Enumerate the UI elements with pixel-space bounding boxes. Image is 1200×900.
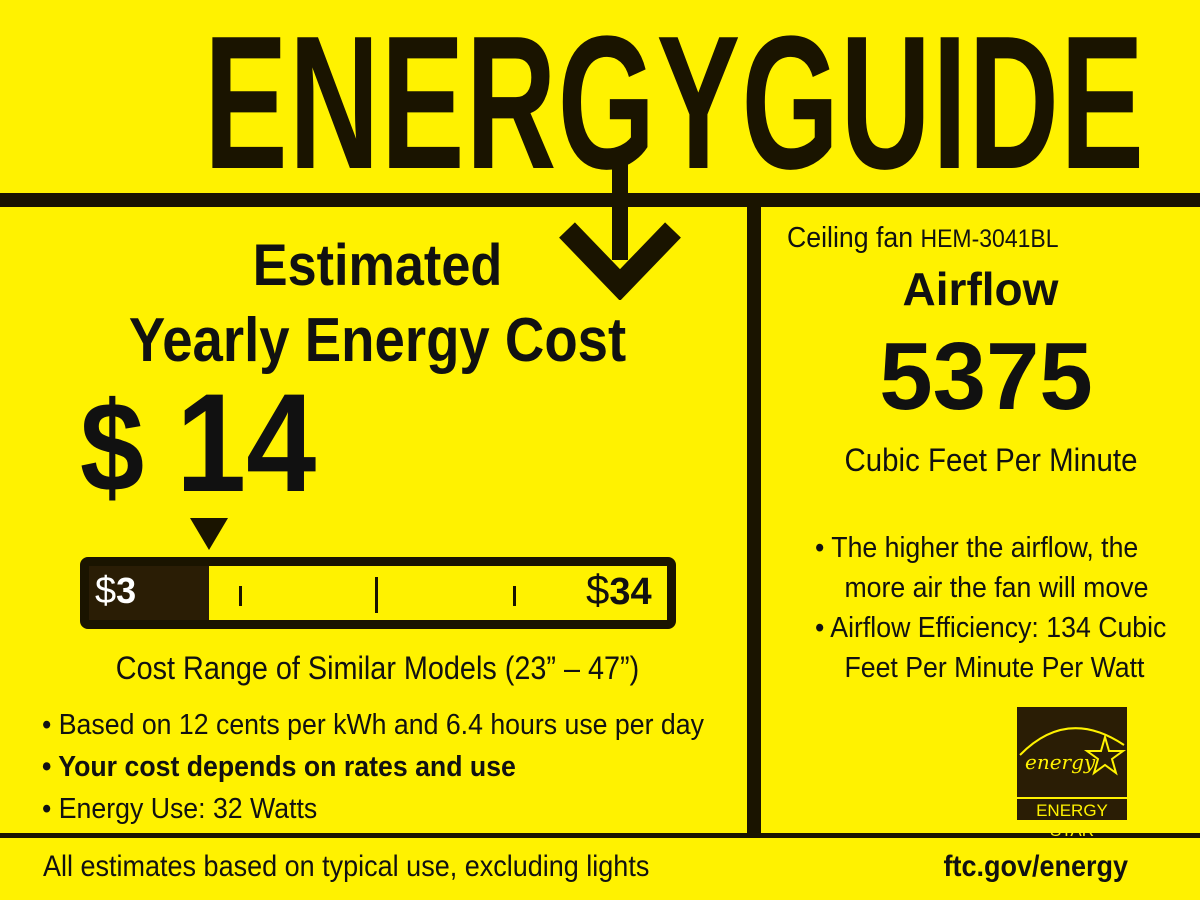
heading-estimated: Estimated <box>252 233 503 298</box>
vertical-divider <box>747 207 761 837</box>
cost-range-bar: $3 $34 <box>80 557 676 629</box>
top-divider <box>0 193 1200 207</box>
svg-text:energy: energy <box>1025 750 1096 774</box>
bullet-cost-depends: • Your cost depends on rates and use <box>42 751 516 783</box>
cost-value: 14 <box>176 364 317 521</box>
yearly-cost: $ 14 <box>80 373 316 513</box>
energy-star-logo: energy ENERGY STAR <box>1017 707 1127 840</box>
bullet-rate: • Based on 12 cents per kWh and 6.4 hour… <box>42 709 704 741</box>
bullet-airflow: • The higher the airflow, the <box>815 532 1139 564</box>
bottom-divider <box>0 833 1200 838</box>
metric-label: Airflow <box>902 263 1059 315</box>
range-tick <box>375 577 378 613</box>
range-min: $3 <box>95 570 137 612</box>
bullet-efficiency: • Airflow Efficiency: 134 Cubic <box>815 612 1167 644</box>
range-caption: Cost Range of Similar Models (23” – 47”) <box>115 650 640 686</box>
footer-note: All estimates based on typical use, excl… <box>43 850 650 883</box>
ftc-link[interactable]: ftc.gov/energy <box>943 850 1128 883</box>
metric-unit: Cubic Feet Per Minute <box>844 442 1138 478</box>
heading-yearly-cost: Yearly Energy Cost <box>128 306 627 375</box>
cost-symbol: $ <box>80 376 145 519</box>
cost-marker-icon <box>190 518 228 550</box>
bullet-airflow-cont: more air the fan will move <box>844 572 1149 604</box>
bullet-efficiency-cont: Feet Per Minute Per Watt <box>844 652 1145 684</box>
product-line: Ceiling fan HEM-3041BL <box>787 222 1059 254</box>
cost-range-fill <box>89 566 209 620</box>
metric-value: 5375 <box>879 323 1093 430</box>
bullet-energy-use: • Energy Use: 32 Watts <box>42 793 318 825</box>
energy-star-icon: energy <box>1019 727 1127 776</box>
energyguide-title: ENERGYGUIDE <box>203 0 1146 209</box>
right-bullets: • The higher the airflow, the more air t… <box>815 528 1166 688</box>
range-max: $34 <box>586 566 652 613</box>
range-tick <box>239 586 242 606</box>
range-tick <box>513 586 516 606</box>
